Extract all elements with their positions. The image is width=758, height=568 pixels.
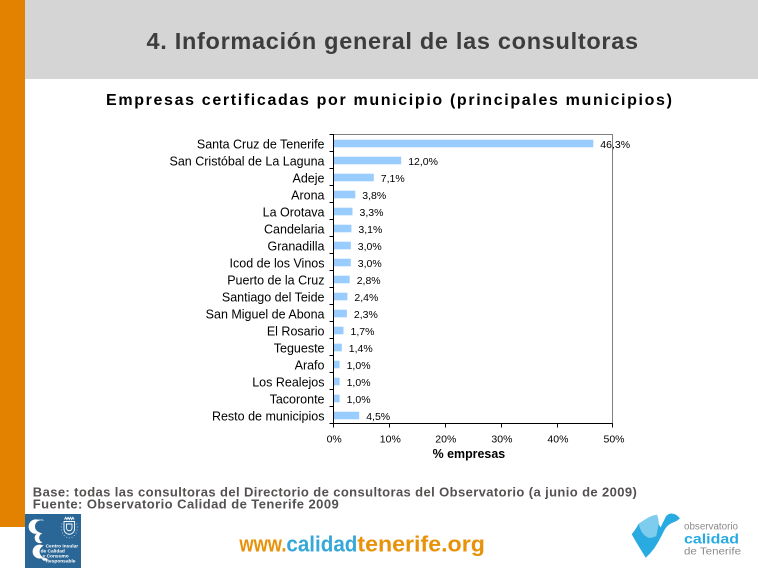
svg-text:3,3%: 3,3%	[360, 207, 384, 219]
svg-text:Empresas certificadas por muni: Empresas certificadas por municipio (pri…	[106, 92, 674, 109]
svg-text:de Tenerife: de Tenerife	[684, 546, 742, 557]
svg-text:2,4%: 2,4%	[354, 292, 378, 304]
svg-text:y Consumo: y Consumo	[43, 553, 69, 559]
svg-text:Puerto de la Cruz: Puerto de la Cruz	[227, 274, 324, 288]
svg-text:Icod de los Vinos: Icod de los Vinos	[230, 257, 325, 271]
svg-text:30%: 30%	[491, 434, 512, 446]
svg-text:calidad: calidad	[684, 531, 739, 547]
svg-text:7,1%: 7,1%	[381, 173, 405, 185]
svg-text:0%: 0%	[327, 434, 342, 446]
svg-text:2,8%: 2,8%	[357, 275, 381, 287]
svg-text:San Miguel de Abona: San Miguel de Abona	[206, 308, 325, 322]
svg-text:Fuente: Observatorio Calidad d: Fuente: Observatorio Calidad de Tenerife…	[33, 496, 339, 511]
svg-text:Arafo: Arafo	[295, 359, 325, 373]
svg-text:1,0%: 1,0%	[347, 377, 371, 389]
svg-text:tenerife.org: tenerife.org	[357, 532, 485, 557]
svg-text:Granadilla: Granadilla	[268, 240, 325, 254]
svg-text:calidad: calidad	[286, 532, 357, 557]
svg-text:San Cristóbal de La Laguna: San Cristóbal de La Laguna	[170, 155, 325, 169]
svg-text:4,5%: 4,5%	[366, 411, 390, 423]
svg-text:3,1%: 3,1%	[358, 224, 382, 236]
svg-text:Centro Insular: Centro Insular	[46, 544, 79, 550]
svg-text:Tegueste: Tegueste	[274, 342, 325, 356]
svg-text:40%: 40%	[547, 434, 568, 446]
svg-text:Adeje: Adeje	[293, 172, 325, 186]
svg-text:1,7%: 1,7%	[351, 326, 375, 338]
svg-text:10%: 10%	[380, 434, 401, 446]
svg-text:El Rosario: El Rosario	[267, 325, 325, 339]
svg-text:Santiago del Teide: Santiago del Teide	[222, 291, 325, 305]
svg-text:1,0%: 1,0%	[347, 360, 371, 372]
svg-text:La Orotava: La Orotava	[263, 206, 325, 220]
svg-text:Los Realejos: Los Realejos	[252, 376, 324, 390]
svg-text:% empresas: % empresas	[433, 446, 506, 461]
svg-text:observatorio: observatorio	[684, 522, 739, 533]
svg-text:3,8%: 3,8%	[362, 190, 386, 202]
svg-text:12,0%: 12,0%	[408, 156, 438, 168]
svg-text:3,0%: 3,0%	[358, 258, 382, 270]
svg-text:Base: todas las consultoras de: Base: todas las consultoras del Director…	[33, 484, 637, 499]
svg-text:1,0%: 1,0%	[347, 394, 371, 406]
svg-text:Responsable: Responsable	[46, 558, 76, 564]
svg-text:www.: www.	[239, 532, 287, 557]
svg-text:de Calidad: de Calidad	[41, 549, 65, 555]
svg-text:50%: 50%	[603, 434, 624, 446]
svg-text:4. Información general de las: 4. Información general de las consultora…	[147, 28, 639, 54]
svg-text:Candelaria: Candelaria	[264, 223, 325, 237]
svg-text:Arona: Arona	[291, 189, 324, 203]
svg-text:20%: 20%	[435, 434, 456, 446]
svg-text:3,0%: 3,0%	[358, 241, 382, 253]
svg-text:1,4%: 1,4%	[349, 343, 373, 355]
svg-text:Tacoronte: Tacoronte	[270, 393, 325, 407]
svg-text:2,3%: 2,3%	[354, 309, 378, 321]
svg-text:46,3%: 46,3%	[600, 139, 630, 151]
svg-text:Santa Cruz de Tenerife: Santa Cruz de Tenerife	[197, 138, 325, 152]
svg-text:Resto de municipios: Resto de municipios	[212, 410, 325, 424]
